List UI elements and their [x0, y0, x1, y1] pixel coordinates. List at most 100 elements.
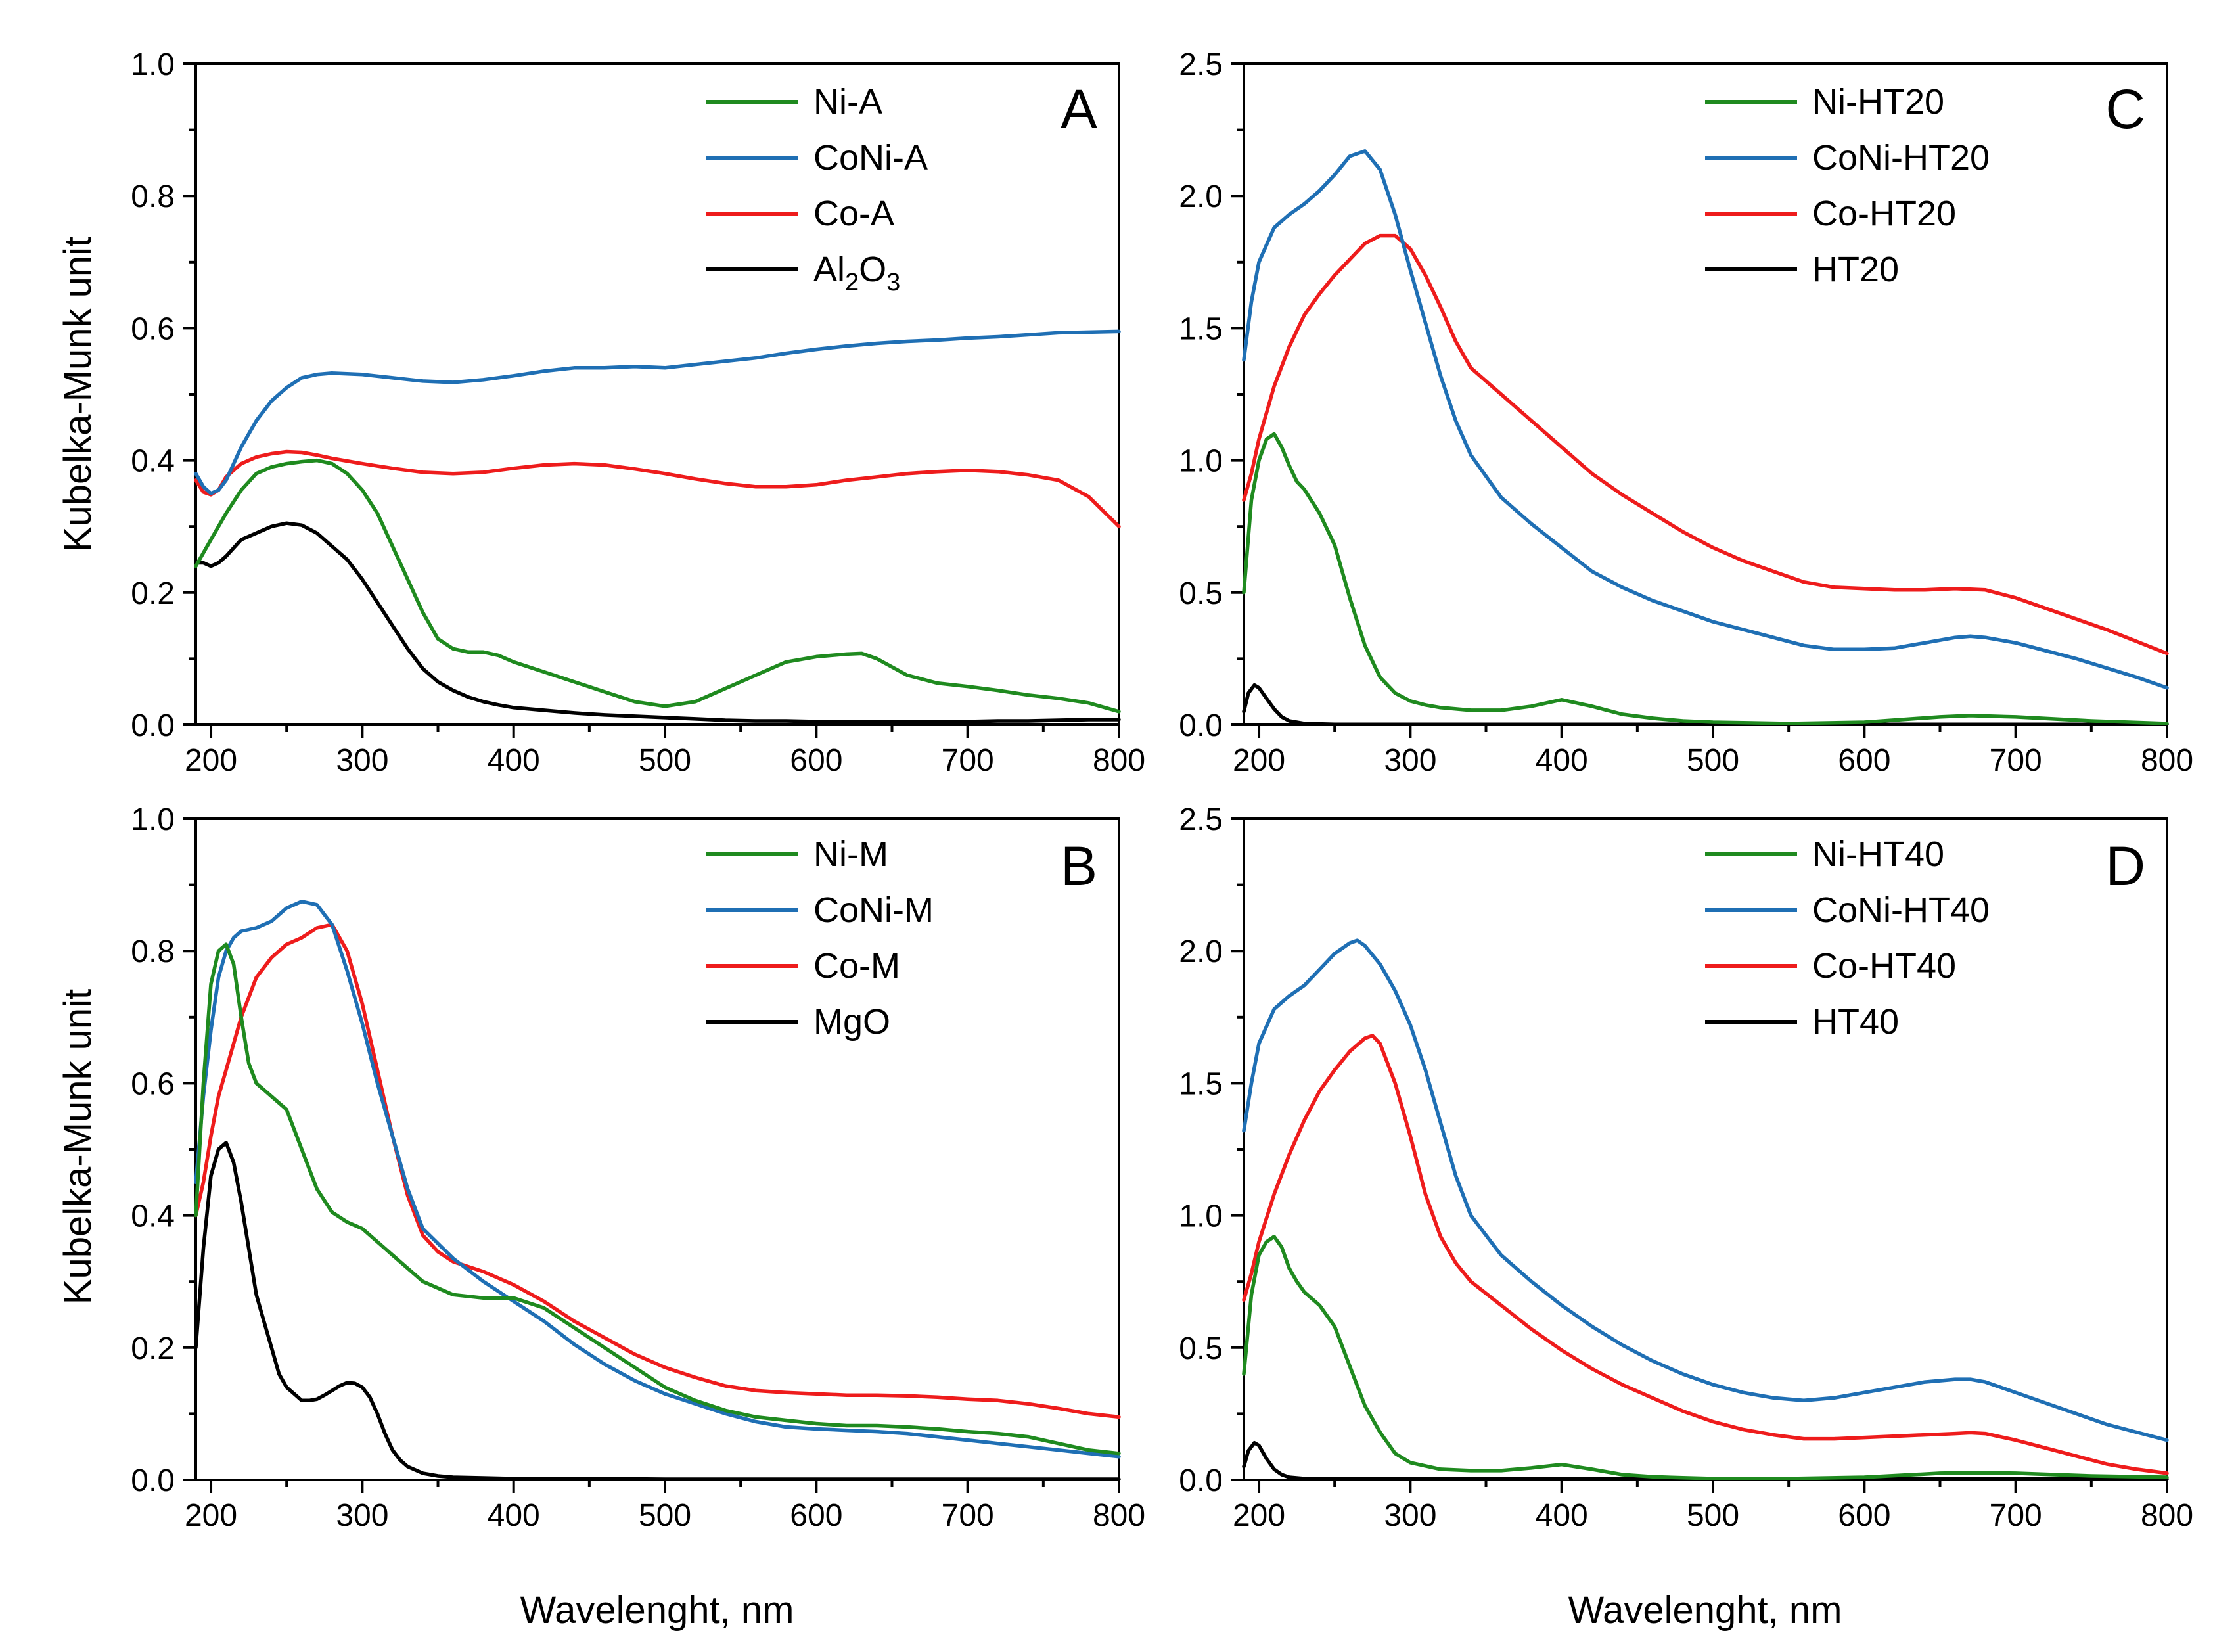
- series-line-c-ni-ht20: [1242, 432, 2169, 725]
- y-tick-label-2.0: 2.0: [1179, 179, 1223, 214]
- panel-a-ticks: [183, 62, 1120, 738]
- series-line-c-co-ht20: [1242, 233, 2169, 656]
- panel-c-letter: C: [2105, 78, 2145, 140]
- series-line-b-coni-m: [194, 900, 1121, 1459]
- x-tick-label-300: 300: [336, 743, 388, 778]
- panel-a: 200 300 400 500 600 700 800 0.0 0.2 0.4 0.6 0.8 1.0…: [131, 47, 1145, 778]
- panel-d-y-tick-labels: 0.0 0.5 1.0 1.5 2.0 2.5: [1179, 802, 1223, 1498]
- x-tick-label-500: 500: [639, 743, 691, 778]
- y-tick-label-1.5: 1.5: [1179, 311, 1223, 346]
- x-tick-label-500: 500: [1687, 743, 1739, 778]
- panel-d: 200 300 400 500 600 700 800 0.0 0.5 1.0 1.5 2.0 2.5…: [1179, 802, 2193, 1533]
- panel-a-series: [194, 329, 1121, 723]
- legend-label-ht40: HT40: [1812, 1002, 1899, 1042]
- x-tick-label-400: 400: [1536, 1498, 1588, 1533]
- y-tick-label-1.0: 1.0: [131, 47, 175, 82]
- y-tick-label-0.8: 0.8: [131, 179, 175, 214]
- legend-label-al2o3-sub-2: 3: [886, 269, 900, 296]
- y-tick-label-0.0: 0.0: [131, 708, 175, 743]
- legend-label-coni-ht20: CoNi-HT20: [1812, 138, 1990, 177]
- x-tick-label-400: 400: [1536, 743, 1588, 778]
- panel-a-y-tick-labels: 0.0 0.2 0.4 0.6 0.8 1.0: [131, 47, 175, 743]
- panel-b: 200 300 400 500 600 700 800 0.0 0.2 0.4 0.6 0.8 1.0…: [131, 802, 1145, 1533]
- panel-d-legend: Ni-HT40 CoNi-HT40 Co-HT40 HT40: [1705, 835, 1990, 1042]
- x-tick-label-300: 300: [1384, 743, 1436, 778]
- panel-d-ticks: [1231, 817, 2168, 1493]
- x-axis-title-right: Wavelenght, nm: [1568, 1589, 1842, 1632]
- y-tick-label-0.0: 0.0: [1179, 1463, 1223, 1498]
- legend-label-co-ht40: Co-HT40: [1812, 946, 1956, 986]
- panel-c-y-tick-labels: 0.0 0.5 1.0 1.5 2.0 2.5: [1179, 47, 1223, 743]
- x-tick-label-700: 700: [1990, 1498, 2042, 1533]
- y-tick-label-2.0: 2.0: [1179, 934, 1223, 969]
- y-tick-label-0.0: 0.0: [131, 1463, 175, 1498]
- legend-label-al2o3-sub-1: 2: [845, 269, 859, 296]
- panel-c-legend: Ni-HT20 CoNi-HT20 Co-HT20 HT20: [1705, 82, 1990, 289]
- legend-label-ni-ht40: Ni-HT40: [1812, 835, 1944, 874]
- y-tick-label-0.6: 0.6: [131, 1067, 175, 1101]
- legend-label-ni-m: Ni-M: [813, 835, 888, 874]
- legend-label-coni-a: CoNi-A: [813, 138, 928, 177]
- legend-label-co-ht20: Co-HT20: [1812, 194, 1956, 233]
- x-tick-label-800: 800: [2141, 743, 2193, 778]
- x-tick-label-700: 700: [1990, 743, 2042, 778]
- x-tick-label-500: 500: [1687, 1498, 1739, 1533]
- panel-a-x-tick-labels: 200 300 400 500 600 700 800: [185, 743, 1145, 778]
- y-tick-label-0.0: 0.0: [1179, 708, 1223, 743]
- y-tick-label-0.6: 0.6: [131, 311, 175, 346]
- series-line-c-coni-ht20: [1242, 149, 2169, 690]
- x-tick-label-600: 600: [1838, 743, 1890, 778]
- panel-b-letter: B: [1061, 835, 1097, 897]
- series-line-b-ni-m: [194, 942, 1121, 1456]
- y-tick-label-1.5: 1.5: [1179, 1067, 1223, 1101]
- x-tick-label-500: 500: [639, 1498, 691, 1533]
- x-axis-title-left: Wavelenght, nm: [520, 1589, 794, 1632]
- x-tick-label-600: 600: [790, 743, 842, 778]
- y-tick-label-0.4: 0.4: [131, 1199, 175, 1234]
- y-tick-label-1.0: 1.0: [1179, 444, 1223, 479]
- legend-label-al2o3-part-2: O: [859, 250, 886, 289]
- legend-label-ni-ht20: Ni-HT20: [1812, 82, 1944, 122]
- panel-a-legend: Ni-A CoNi-A Co-A Al2O3: [706, 82, 928, 296]
- series-line-a-al2o3: [194, 521, 1121, 723]
- y-tick-label-2.5: 2.5: [1179, 47, 1223, 82]
- x-tick-label-400: 400: [488, 743, 540, 778]
- legend-label-co-m: Co-M: [813, 946, 900, 986]
- panel-d-letter: D: [2105, 835, 2145, 897]
- y-tick-label-0.5: 0.5: [1179, 1331, 1223, 1366]
- legend-label-ni-a: Ni-A: [813, 82, 882, 122]
- panel-d-series: [1242, 938, 2169, 1481]
- x-tick-label-300: 300: [1384, 1498, 1436, 1533]
- legend-label-mgo: MgO: [813, 1002, 890, 1042]
- panel-d-x-tick-labels: 200 300 400 500 600 700 800: [1233, 1498, 2193, 1533]
- x-tick-label-700: 700: [942, 743, 994, 778]
- series-line-b-co-m: [194, 923, 1121, 1419]
- x-tick-label-400: 400: [488, 1498, 540, 1533]
- y-tick-label-0.2: 0.2: [131, 576, 175, 611]
- legend-label-coni-ht40: CoNi-HT40: [1812, 890, 1990, 930]
- x-tick-label-200: 200: [185, 1498, 237, 1533]
- y-axis-title-top: Kubelka-Munk unit: [57, 237, 99, 552]
- panel-b-y-tick-labels: 0.0 0.2 0.4 0.6 0.8 1.0: [131, 802, 175, 1498]
- series-line-d-ni-ht40: [1242, 1235, 2169, 1480]
- panel-b-x-tick-labels: 200 300 400 500 600 700 800: [185, 1498, 1145, 1533]
- legend-label-al2o3: Al2O3: [813, 250, 900, 296]
- panel-c: 200 300 400 500 600 700 800 0.0 0.5 1.0 1.5 2.0 2.5…: [1179, 47, 2193, 778]
- x-tick-label-800: 800: [2141, 1498, 2193, 1533]
- y-tick-label-1.0: 1.0: [1179, 1199, 1223, 1234]
- series-line-d-co-ht40: [1242, 1034, 2169, 1475]
- y-tick-label-0.5: 0.5: [1179, 576, 1223, 611]
- panel-b-series: [194, 900, 1121, 1481]
- y-axis-title-bottom: Kubelka-Munk unit: [57, 989, 99, 1304]
- x-tick-label-600: 600: [790, 1498, 842, 1533]
- panel-b-legend: Ni-M CoNi-M Co-M MgO: [706, 835, 934, 1042]
- x-tick-label-800: 800: [1093, 1498, 1145, 1533]
- series-line-b-mgo: [194, 1141, 1121, 1481]
- y-tick-label-0.2: 0.2: [131, 1331, 175, 1366]
- x-tick-label-300: 300: [336, 1498, 388, 1533]
- series-line-a-ni-a: [194, 458, 1121, 714]
- y-tick-label-0.8: 0.8: [131, 934, 175, 969]
- x-tick-label-200: 200: [185, 743, 237, 778]
- panel-a-letter: A: [1061, 78, 1097, 140]
